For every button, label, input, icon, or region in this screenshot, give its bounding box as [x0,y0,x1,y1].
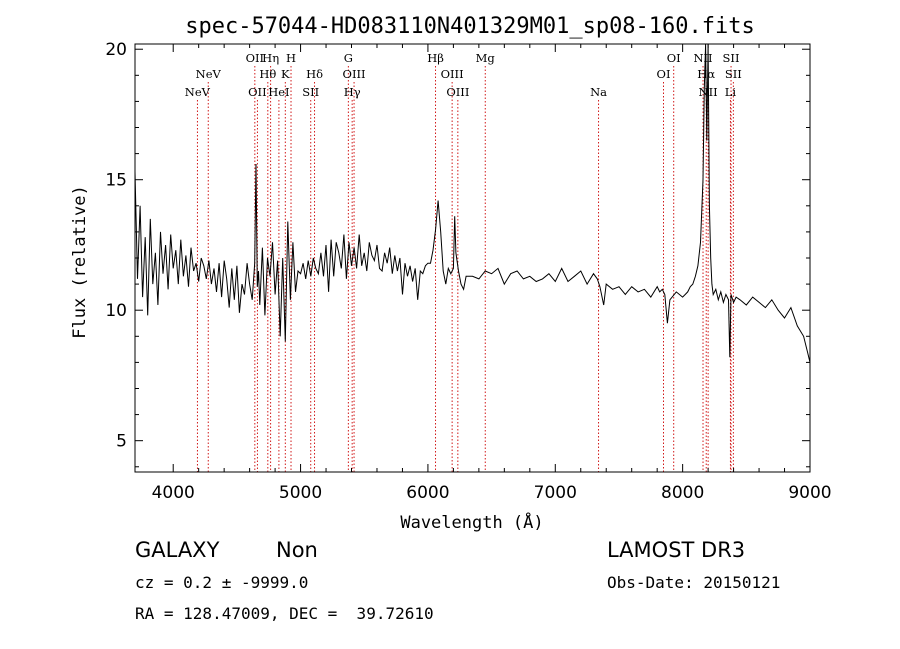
flux-series-line [134,43,811,363]
spectral-line-label: Hδ [306,67,323,81]
spectral-line-label: Li [725,85,737,99]
chart-title: spec-57044-HD083110N401329M01_sp08-160.f… [185,14,755,39]
obs-date: Obs-Date: 20150121 [607,573,781,592]
spectral-line-label: H [286,51,296,65]
x-tick-label: 8000 [661,483,704,503]
axis-ticks: 4000 5000 6000 7000 8000 9000 5 10 15 20 [105,40,831,503]
spectral-line-label: HeI [268,85,289,99]
spectral-line-label: OII [246,51,265,65]
spectral-line-label: SII [723,51,740,65]
object-class: GALAXY [135,538,220,562]
x-tick-label: 9000 [788,483,831,503]
spectral-line-label: NeV [196,67,222,81]
spectral-line-label: OIII [446,85,469,99]
x-tick-label: 6000 [406,483,449,503]
object-subclass: Non [276,538,318,562]
spectral-line-label: Mg [476,51,496,65]
spectral-line-label: OIII [343,67,366,81]
spectral-line-label: Hθ [259,67,276,81]
x-tick-label: 5000 [279,483,322,503]
survey-release: LAMOST DR3 [607,538,746,562]
spectral-line-label: G [344,51,353,65]
y-tick-label: 20 [105,40,127,60]
ra-dec: RA = 128.47009, DEC = 39.72610 [135,604,434,623]
spectral-line-label: OIII [441,67,464,81]
x-tick-label: 7000 [534,483,577,503]
spectral-line-label: SII [302,85,319,99]
spectral-line-label: NII [693,51,712,65]
spectral-line-label: OI [667,51,681,65]
y-axis-label: Flux (relative) [70,185,90,339]
spectral-line-label: Hη [262,51,279,65]
redshift-cz: cz = 0.2 ± -9999.0 [135,573,309,592]
spectral-line-labels: NeVNeVOIIOIIHηHθHeIHKSIIHδGOIIIHγHβOIIIO… [185,51,742,99]
spectral-line-label: OI [657,67,671,81]
spectral-line-label: OII [248,85,267,99]
y-tick-label: 5 [116,432,127,452]
y-tick-label: 10 [105,301,127,321]
x-axis-label: Wavelength (Å) [400,511,543,533]
x-tick-label: 4000 [152,483,195,503]
spectral-line-label: Na [590,85,607,99]
y-tick-label: 15 [105,171,127,191]
spectral-line-label: NeV [185,85,211,99]
spectral-line-label: Hβ [427,51,444,65]
spectral-line-label: K [281,67,290,81]
spectral-line-label: SII [725,67,742,81]
spectral-line-label: Hγ [344,85,361,99]
